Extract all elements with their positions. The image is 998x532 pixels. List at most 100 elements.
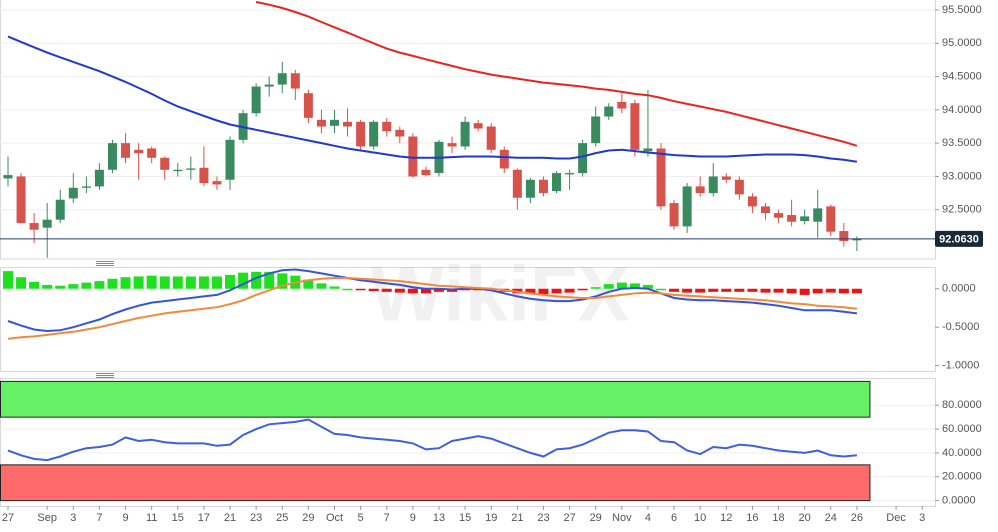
y-tick-label: 93.5000 [942,137,982,149]
histogram-bar [225,274,236,289]
candle-body [578,143,588,174]
candle-body [695,186,705,194]
histogram-bar [185,276,196,289]
candle-body [787,215,797,222]
histogram-bar [394,288,405,293]
x-tick-label: 23 [250,512,262,524]
candle-body [395,129,405,137]
candle-body [486,126,496,150]
x-tick-label: 25 [276,512,288,524]
histogram-bar [55,285,66,289]
macd-line [7,277,858,340]
histogram-bar [316,283,327,289]
candle-body [774,213,784,218]
candle-body [81,186,91,188]
x-tick-label: 9 [410,512,416,524]
x-tick-label: 21 [511,512,523,524]
y-tick-label: 20.0000 [942,471,982,483]
x-tick-label: 15 [172,512,184,524]
drag-handle[interactable] [96,261,114,266]
candle-body [813,208,823,222]
macd-panel [0,267,936,372]
histogram-bar [94,281,105,289]
histogram-bar [146,275,157,289]
histogram-bar [120,277,131,289]
y-tick-label: 94.5000 [942,70,982,82]
histogram-bar [238,272,249,289]
x-tick-label: 10 [694,512,706,524]
candle-body [552,173,562,192]
candle-body [473,123,483,129]
histogram-bar [264,271,275,289]
candle-body [408,136,418,177]
price-panel [0,0,936,260]
x-tick-label: Nov [612,512,632,524]
candle-body [303,93,313,118]
histogram-bar [551,288,562,294]
x-tick-label: 24 [825,512,837,524]
x-tick-label: 7 [96,512,102,524]
histogram-bar [172,276,183,289]
x-tick-label: Dec [886,512,906,524]
candle-body [225,139,235,180]
histogram-bar [355,288,366,291]
y-tick-label: 94.0000 [942,104,982,116]
histogram-bar [16,277,27,289]
x-tick-label: 11 [146,512,157,524]
histogram-bar [81,282,92,289]
candle-body [826,206,836,232]
candle-body [512,169,522,198]
histogram-bar [577,288,588,291]
candle-body [16,176,26,224]
histogram-bar [656,288,666,291]
x-tick-label: 16 [746,512,758,524]
candle-body [29,223,39,230]
candle-body [800,216,810,222]
candle-body [382,121,392,132]
watermark: WikiFX [370,250,629,338]
y-tick-label: -0.5000 [942,321,979,333]
histogram-bar [538,288,549,295]
candle-body [669,203,679,227]
histogram-bar [682,288,693,293]
histogram-bar [747,288,758,292]
histogram-bar [368,288,379,292]
candle-body [630,103,640,150]
candle-body [186,168,196,170]
candle-body [617,101,627,109]
x-tick-label: 3 [70,512,76,524]
histogram-bar [799,288,810,295]
histogram-bar [786,288,797,294]
candle-body [643,148,653,152]
candle-body [121,143,131,158]
y-tick-label: 95.0000 [942,37,982,49]
histogram-bar [3,271,13,289]
histogram-bar [642,284,653,289]
y-tick-label: 92.5000 [942,204,982,216]
x-tick-label: Oct [326,512,343,524]
moving-average [255,1,858,147]
candle-body [839,231,849,242]
candle-body [343,121,353,127]
histogram-bar [407,288,418,294]
moving-average [7,35,858,163]
histogram-bar [695,288,706,293]
candle-body [55,199,65,220]
candle-body [656,148,666,207]
candle-body [734,179,744,195]
histogram-bar [420,288,431,294]
histogram-bar [277,273,288,289]
y-tick-label: 40.0000 [942,447,982,459]
histogram-bar [812,288,823,294]
candle-body [251,86,261,114]
candle-body [708,176,718,194]
drag-handle[interactable] [96,373,114,378]
x-tick-label: 23 [537,512,549,524]
candle-body [760,206,770,214]
histogram-bar [329,286,340,289]
y-tick-label: 0.0000 [942,283,976,295]
candle-body [538,179,548,194]
candle-body [604,106,614,117]
histogram-bar [159,276,170,289]
